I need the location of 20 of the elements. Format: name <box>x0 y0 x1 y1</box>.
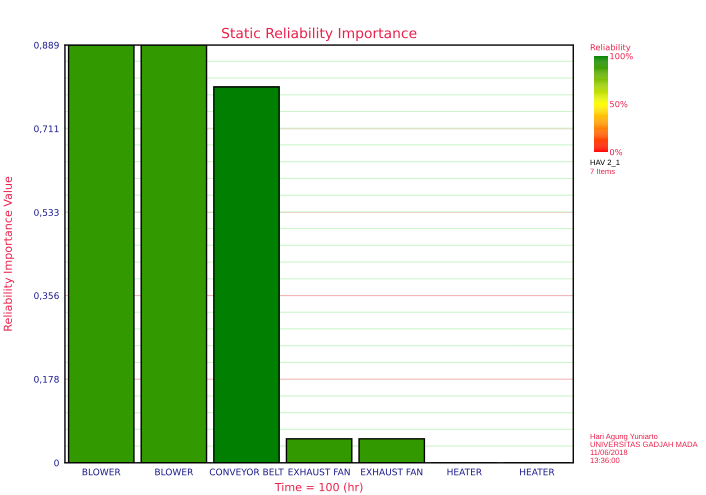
y-tick-label: 0,889 <box>34 42 59 50</box>
y-tick-label: 0,533 <box>34 209 59 217</box>
x-tick-label: CONVEYOR BELT <box>210 468 284 476</box>
color-bar-title: Reliability <box>590 44 630 52</box>
x-tick-label: HEATER <box>448 468 482 476</box>
color-bar-label: 100% <box>610 52 633 60</box>
color-bar-label: 50% <box>610 100 628 108</box>
y-tick-label: 0 <box>54 460 59 466</box>
x-tick-label: BLOWER <box>155 468 194 476</box>
x-tick-label: EXHAUST FAN <box>361 468 422 476</box>
chart-title: Static Reliability Importance <box>222 28 416 41</box>
y-tick-label: 0,356 <box>34 292 59 300</box>
x-axis-title: Time = 100 (hr) <box>274 482 362 493</box>
x-tick-label: EXHAUST FAN <box>288 468 350 476</box>
y-tick-label: 0,711 <box>34 125 59 134</box>
color-bar-label: 0% <box>610 148 622 156</box>
x-tick-label: HEATER <box>520 468 554 476</box>
x-tick-label: BLOWER <box>82 468 120 476</box>
y-tick-label: 0,178 <box>34 376 59 384</box>
y-axis-title: Reliability Importance Value <box>3 176 14 331</box>
